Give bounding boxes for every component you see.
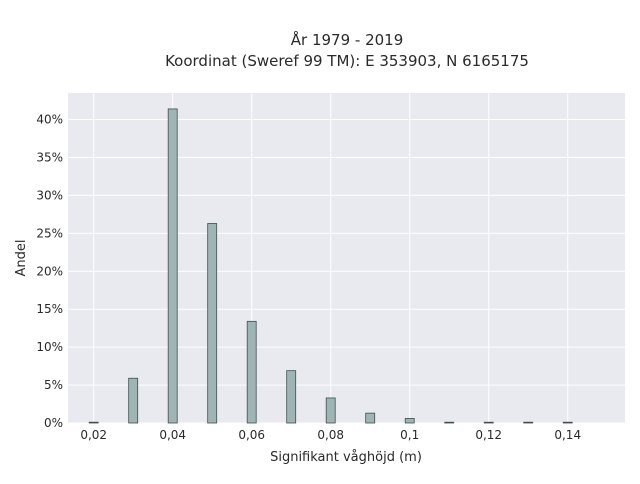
bar (88, 421, 99, 424)
y-tick-label: 40% (36, 113, 63, 127)
y-tick-label: 35% (36, 150, 63, 164)
y-axis-ticks: 0% 5% 10% 15% 20% 25% 30% 35% 40% (36, 113, 63, 430)
bar (365, 412, 376, 424)
bar (404, 418, 415, 424)
bar (444, 421, 455, 424)
x-tick-label: 0,08 (317, 428, 344, 442)
bar (523, 421, 534, 424)
bar (325, 397, 336, 424)
bar (286, 370, 297, 424)
y-tick-label: 15% (36, 302, 63, 316)
x-tick-label: 0,1 (400, 428, 419, 442)
bar (207, 223, 218, 424)
bar (128, 377, 139, 424)
chart-title-line-2: Koordinat (Sweref 99 TM): E 353903, N 61… (165, 52, 529, 70)
x-tick-label: 0,06 (238, 428, 265, 442)
y-tick-label: 25% (36, 226, 63, 240)
y-tick-label: 5% (44, 378, 63, 392)
bar (167, 108, 178, 424)
y-tick-label: 20% (36, 264, 63, 278)
x-tick-label: 0,14 (554, 428, 581, 442)
chart-title-line-1: År 1979 - 2019 (291, 30, 404, 49)
x-axis-title: Signifikant våghöjd (m) (270, 450, 422, 465)
x-axis-ticks: 0,02 0,04 0,06 0,08 0,1 0,12 0,14 (80, 428, 581, 442)
bars (88, 108, 573, 424)
x-tick-label: 0,04 (159, 428, 186, 442)
y-tick-label: 30% (36, 188, 63, 202)
y-tick-label: 10% (36, 340, 63, 354)
x-tick-label: 0,02 (80, 428, 107, 442)
bar (562, 421, 573, 424)
y-axis-title: Andel (14, 240, 29, 277)
y-tick-label: 0% (44, 416, 63, 430)
bar (483, 421, 494, 424)
bar (246, 320, 257, 424)
plot-area (68, 93, 625, 423)
x-tick-label: 0,12 (475, 428, 502, 442)
